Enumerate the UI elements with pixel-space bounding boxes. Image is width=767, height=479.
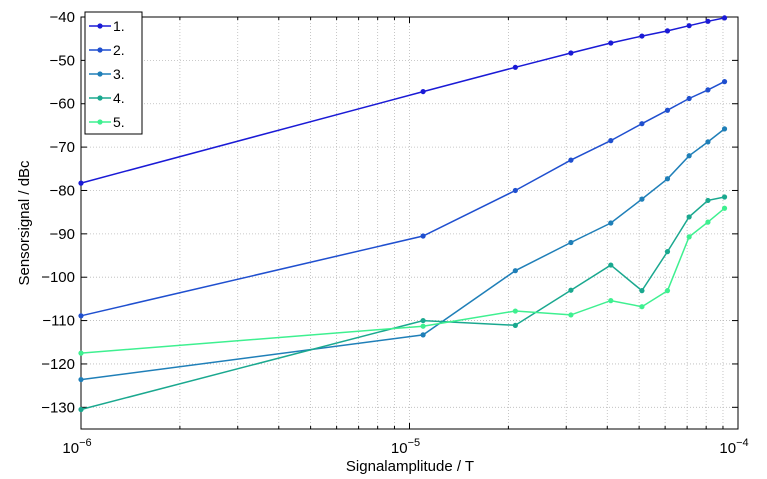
data-point [78, 376, 84, 383]
data-point [686, 214, 692, 220]
series-line-1 [80, 17, 725, 184]
data-point [420, 317, 426, 324]
y-tick-label: −130 [41, 399, 75, 416]
y-tick-label: −90 [50, 226, 75, 243]
data-point [664, 176, 671, 182]
x-axis-title: Signalamplitude / T [346, 458, 474, 475]
data-point [420, 332, 426, 338]
legend: 1. 2. 3. 4. 5. [84, 11, 143, 135]
y-tick-label: −50 [50, 52, 75, 69]
y-tick-label: −70 [50, 139, 75, 156]
data-point [512, 64, 518, 70]
data-point [721, 126, 728, 132]
series-line-2 [80, 80, 725, 317]
data-point [639, 121, 645, 127]
y-tick-label: −40 [50, 9, 75, 26]
legend-label: 3. [113, 66, 125, 82]
y-tick-label: −120 [41, 356, 75, 373]
data-point [512, 268, 518, 274]
plot-area [81, 17, 738, 429]
data-point [664, 249, 671, 255]
legend-marker [97, 119, 103, 125]
data-point [686, 234, 692, 240]
data-point [512, 322, 518, 328]
data-point [78, 406, 84, 413]
data-point [664, 107, 671, 113]
series-line-5 [80, 207, 725, 354]
data-point [639, 196, 645, 202]
data-point [568, 312, 574, 318]
data-point [608, 298, 614, 304]
data-point [721, 79, 728, 85]
legend-box [84, 11, 143, 135]
legend-label: 2. [113, 42, 125, 58]
data-point [686, 153, 692, 159]
x-tick-label: 10−6 [62, 437, 91, 457]
series-group [78, 15, 728, 413]
plot-frame [80, 16, 739, 430]
data-point [639, 288, 645, 294]
data-point [608, 40, 614, 46]
data-point [420, 233, 426, 239]
data-point [568, 239, 574, 246]
data-point [705, 18, 711, 24]
data-point [420, 323, 426, 329]
data-point [608, 262, 614, 268]
legend-marker [97, 47, 103, 53]
data-point [639, 304, 645, 310]
legend-label: 5. [113, 114, 125, 130]
data-point [664, 288, 671, 294]
data-point [705, 139, 711, 145]
legend-label: 4. [113, 90, 125, 106]
y-axis-title: Sensorsignal / dBc [16, 160, 33, 286]
data-point [664, 28, 671, 34]
data-point [705, 197, 711, 204]
legend-marker [97, 23, 103, 29]
legend-marker [97, 71, 103, 77]
data-point [721, 194, 728, 200]
data-point [721, 15, 728, 21]
x-tick-label: 10−5 [391, 437, 420, 457]
y-tick-label: −60 [50, 96, 75, 113]
data-point [686, 95, 692, 102]
data-point [705, 87, 711, 93]
data-point [608, 138, 614, 144]
x-tick-labels: 10−6 10−5 10−4 [62, 437, 748, 457]
y-tick-label: −110 [42, 313, 75, 330]
series-line-3 [80, 128, 725, 381]
legend-label: 1. [113, 18, 125, 34]
data-point [721, 205, 728, 211]
data-point [568, 287, 574, 293]
x-tick-label: 10−4 [719, 437, 748, 457]
data-point [78, 313, 84, 319]
data-point [512, 308, 518, 314]
data-point [568, 157, 574, 163]
data-point [512, 187, 518, 194]
y-tick-label: −80 [50, 182, 75, 199]
data-point [78, 350, 84, 356]
y-tick-label: −100 [41, 269, 75, 286]
data-point [608, 220, 614, 226]
y-tick-labels: −130 −120 −110 −100 −90 −80 −70 −60 −50 −40 [41, 9, 75, 416]
series-line-4 [80, 196, 725, 411]
data-point [568, 50, 574, 56]
legend-marker [97, 95, 103, 101]
data-point [686, 23, 692, 29]
data-point [705, 219, 711, 225]
data-point [420, 88, 426, 95]
data-point [78, 180, 84, 186]
data-point [639, 33, 645, 39]
